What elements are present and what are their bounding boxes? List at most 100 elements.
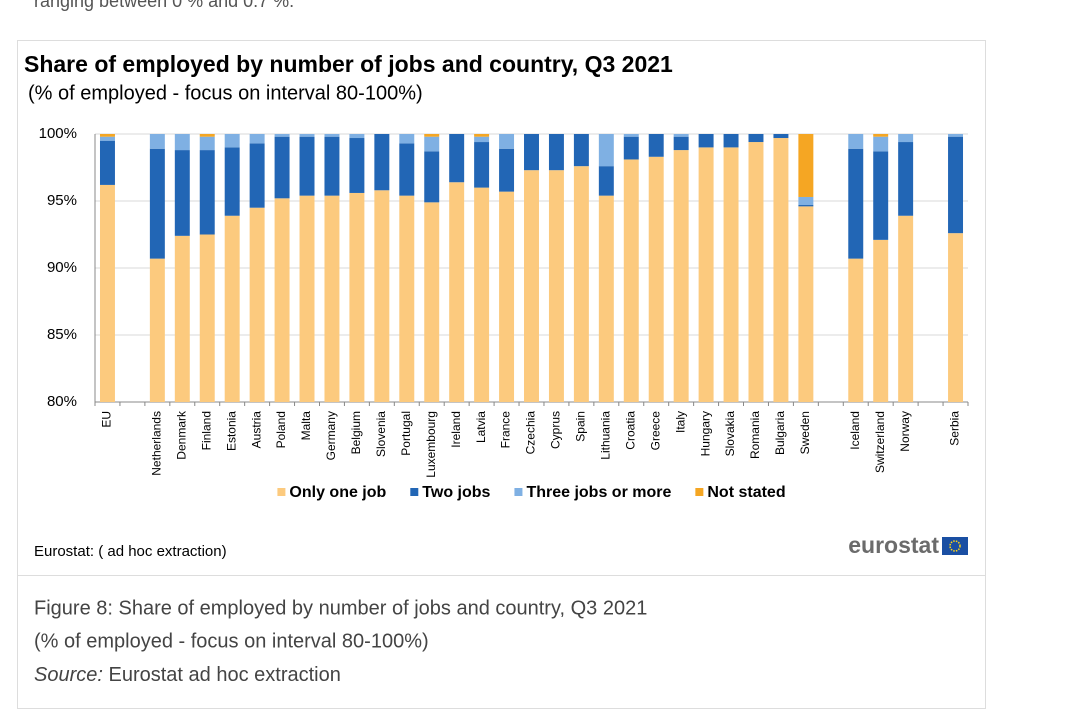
caption-source: Source: Eurostat ad hoc extraction <box>34 664 341 686</box>
bar-segment <box>948 134 964 137</box>
bar-segment <box>224 215 240 402</box>
bar-segment <box>424 202 440 402</box>
bar-segment <box>474 142 490 188</box>
bar-segment <box>548 170 564 402</box>
bar-segment <box>374 190 390 402</box>
bar-segment <box>798 205 814 207</box>
bar-segment <box>698 134 714 148</box>
x-tick-label: Greece <box>648 411 662 451</box>
x-tick-label: Portugal <box>399 411 413 456</box>
x-tick-label: Austria <box>249 411 263 449</box>
x-tick-label: Hungary <box>698 411 712 456</box>
bar-segment <box>149 134 165 149</box>
x-tick-label: Latvia <box>474 411 488 443</box>
x-tick-label: Germany <box>324 411 338 460</box>
bar-segment <box>224 147 240 216</box>
bar-segment <box>748 142 764 403</box>
bar-segment <box>199 150 215 235</box>
bar-segment <box>798 134 814 197</box>
bar-segment <box>873 136 889 152</box>
x-tick-label: Iceland <box>848 411 862 450</box>
bar-segment <box>773 134 789 139</box>
bar-segment <box>449 134 465 183</box>
caption-line: (% of employed - focus on interval 80-10… <box>34 630 429 652</box>
caption-source-label: Source: <box>34 664 103 686</box>
bar-segment <box>623 134 639 137</box>
bar-segment <box>324 134 340 137</box>
x-tick-label: Slovenia <box>374 411 388 457</box>
bar-segment <box>598 195 614 402</box>
bar-segment <box>474 187 490 402</box>
bar-segment <box>349 138 365 193</box>
bar-segment <box>499 134 515 149</box>
bar-segment <box>798 206 814 402</box>
bar-segment <box>424 134 440 137</box>
x-tick-label: Sweden <box>798 411 812 454</box>
bar-segment <box>274 198 290 402</box>
bar-segment <box>848 148 864 259</box>
legend-label: Only one job <box>289 484 386 501</box>
bar-segment <box>299 195 315 402</box>
bar-segment <box>673 134 689 137</box>
x-tick-label: Czechia <box>524 411 538 455</box>
bar-segment <box>573 166 589 402</box>
x-tick-label: Belgium <box>349 411 363 454</box>
x-tick-label: Estonia <box>224 411 238 451</box>
y-tick-label: 100% <box>39 125 77 142</box>
bar-segment <box>948 233 964 402</box>
bar-segment <box>623 159 639 402</box>
bar-segment <box>524 170 539 402</box>
legend-swatch <box>277 488 286 496</box>
x-tick-label: France <box>499 411 513 449</box>
x-tick-label: Norway <box>898 411 912 452</box>
x-tick-label: Luxembourg <box>424 411 438 478</box>
y-tick-label: 95% <box>47 192 77 209</box>
y-tick-label: 85% <box>47 326 77 343</box>
bar-segment <box>898 134 914 143</box>
bar-segment <box>598 166 614 196</box>
legend-label: Three jobs or more <box>526 484 671 501</box>
bar-segment <box>324 136 340 196</box>
bar-segment <box>174 235 190 402</box>
x-tick-label: Serbia <box>948 411 962 446</box>
bar-segment <box>424 151 440 203</box>
bar-segment <box>548 134 564 171</box>
bar-segment <box>149 148 165 259</box>
x-tick-label: Cyprus <box>549 411 563 449</box>
bar-segment <box>399 134 415 144</box>
bar-segment <box>399 195 415 402</box>
caption-line: Figure 8: Share of employed by number of… <box>34 597 647 619</box>
bar-segment <box>99 134 115 137</box>
bar-segment <box>374 134 390 191</box>
x-tick-label: Italy <box>673 411 687 433</box>
x-tick-label: Denmark <box>174 410 188 460</box>
bar-segment <box>499 191 515 402</box>
intro-text: ranging between 0 % and 0.7 %. <box>34 0 294 11</box>
bar-segment <box>648 156 664 402</box>
bar-segment <box>623 136 639 160</box>
bar-segment <box>199 234 215 402</box>
bar-segment <box>873 239 889 402</box>
bar-segment <box>299 134 315 137</box>
caption-source-text: Eurostat ad hoc extraction <box>103 664 341 686</box>
bar-segment <box>349 134 365 139</box>
legend-label: Two jobs <box>422 484 490 501</box>
x-tick-label: Ireland <box>449 411 463 448</box>
bar-segment <box>474 134 490 137</box>
bar-segment <box>673 136 689 151</box>
chart-title: Share of employed by number of jobs and … <box>24 51 673 77</box>
bar-segment <box>598 134 614 167</box>
bar-segment <box>299 136 315 196</box>
bar-segment <box>848 134 864 149</box>
x-tick-label: Bulgaria <box>773 411 787 455</box>
bar-segment <box>449 182 465 402</box>
x-tick-label: Romania <box>748 411 762 459</box>
bar-segment <box>249 134 265 144</box>
legend-swatch <box>514 488 523 496</box>
x-tick-label: Finland <box>199 411 213 450</box>
y-tick-label: 80% <box>47 393 77 410</box>
x-tick-label: Slovakia <box>723 411 737 457</box>
bar-segment <box>723 147 739 402</box>
bar-segment <box>573 134 589 167</box>
